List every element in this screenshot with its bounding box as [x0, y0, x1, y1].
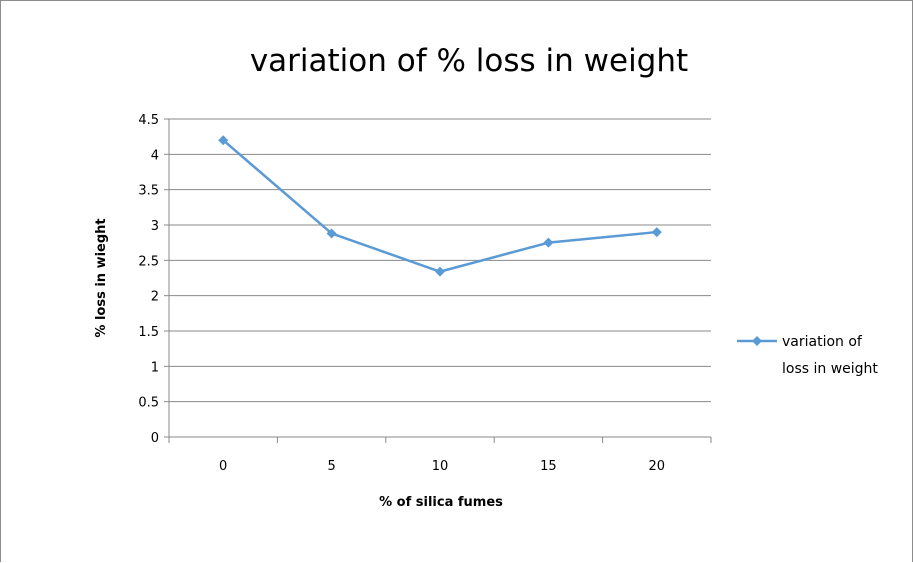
y-tick-label: 0.5: [138, 396, 159, 411]
legend-label: variation of: [782, 334, 863, 350]
y-tick-label: 0: [151, 431, 159, 446]
y-tick-label: 1.5: [138, 325, 159, 340]
y-tick-label: 2.5: [138, 254, 159, 269]
x-tick-label: 15: [540, 459, 557, 474]
x-tick-label: 10: [432, 459, 449, 474]
y-tick-label: 1: [151, 360, 159, 375]
x-axis-title: % of silica fumes: [379, 495, 503, 510]
series-layer: [218, 135, 662, 277]
y-tick-labels: 0 0.5 1 1.5 2 2.5 3 3.5 4 4.5: [138, 113, 159, 446]
data-point: [326, 228, 337, 239]
legend-marker: [752, 336, 762, 346]
x-tick-label: 5: [327, 459, 335, 474]
x-tick-label: 0: [219, 459, 227, 474]
y-tick-label: 2: [151, 290, 159, 305]
chart-title: variation of % loss in weight: [250, 43, 688, 79]
x-tick-labels: 0 5 10 15 20: [219, 459, 665, 474]
gridlines: [169, 118, 711, 403]
y-tick-label: 3: [151, 219, 159, 234]
axes: [164, 118, 712, 443]
data-point: [651, 227, 662, 238]
y-tick-label: 3.5: [138, 184, 159, 199]
y-axis-title: % loss in wieght: [94, 218, 109, 337]
legend-label: loss in weight: [782, 361, 878, 377]
data-point: [218, 135, 229, 146]
y-tick-label: 4: [151, 148, 159, 163]
data-point: [543, 237, 554, 248]
y-tick-label: 4.5: [138, 113, 159, 128]
series-line: [222, 139, 657, 273]
legend: variation of loss in weight: [737, 334, 878, 377]
x-tick-label: 20: [649, 459, 666, 474]
data-point: [435, 266, 445, 277]
